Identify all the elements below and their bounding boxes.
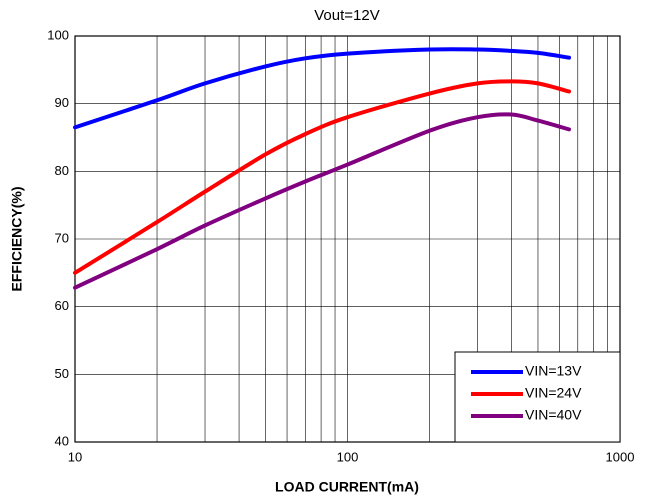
- data-line: [73, 47, 572, 130]
- data-line: [73, 112, 572, 290]
- legend-box: [454, 351, 621, 443]
- chart-title: Vout=12V: [314, 7, 379, 24]
- y-tick-label: 40: [55, 433, 69, 448]
- data-line: [73, 79, 572, 275]
- legend-label: VIN=13V: [525, 363, 582, 379]
- legend-label: VIN=24V: [525, 385, 582, 401]
- x-tick-label: 10: [68, 449, 82, 464]
- y-tick-label: 100: [47, 27, 69, 42]
- plot-frame: [74, 35, 621, 443]
- legend-label: VIN=40V: [525, 407, 582, 423]
- y-tick-label: 80: [55, 163, 69, 178]
- y-tick-label: 60: [55, 298, 69, 313]
- y-tick-label: 90: [55, 95, 69, 110]
- x-axis-label: LOAD CURRENT(mA): [275, 479, 419, 495]
- y-axis-label: EFFICIENCY(%): [9, 187, 25, 292]
- y-tick-label: 70: [55, 230, 69, 245]
- x-tick-label: 1000: [606, 449, 635, 464]
- x-tick-label: 100: [337, 449, 359, 464]
- y-tick-label: 50: [55, 366, 69, 381]
